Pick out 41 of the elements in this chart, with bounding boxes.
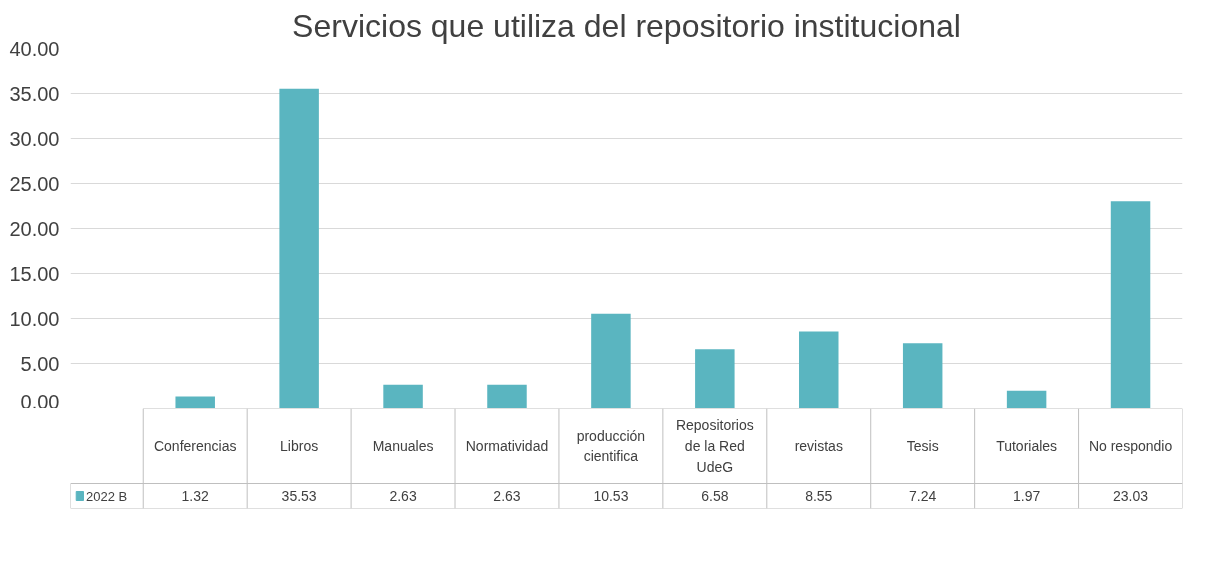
bar	[799, 331, 839, 408]
y-tick-label: 35.00	[9, 82, 60, 105]
x-tick-label: No respondio	[1088, 438, 1173, 454]
y-tick-label: 20.00	[9, 217, 60, 240]
y-tick-label: 10.00	[9, 307, 60, 330]
y-tick-label: 15.00	[9, 262, 60, 285]
y-tick-label: 25.00	[9, 172, 60, 195]
data-label: 8.55	[805, 488, 833, 504]
data-label: 1.97	[1012, 488, 1041, 504]
x-tick-label: Conferencias	[153, 438, 237, 454]
data-label: 2.63	[389, 488, 417, 504]
bar	[487, 384, 527, 408]
data-label: 7.24	[909, 488, 937, 504]
bar	[1110, 201, 1151, 408]
data-label: 23.03	[1113, 488, 1149, 504]
data-label: 1.32	[181, 488, 210, 504]
x-tick-label: producción cientifica	[576, 427, 646, 465]
data-label: 35.53	[281, 488, 317, 504]
x-tick-label: revistas	[794, 438, 843, 454]
y-tick-label: 30.00	[9, 127, 60, 150]
y-tick-label: 40.00	[9, 37, 60, 60]
y-tick-label: 5.00	[20, 352, 60, 375]
x-tick-label: Tutoriales	[996, 438, 1058, 454]
x-tick-label: Normatividad	[465, 438, 549, 454]
bar	[383, 384, 423, 408]
x-tick-label: Manuales	[372, 438, 434, 454]
x-tick-label: Libros	[280, 438, 319, 454]
data-label: 6.58	[701, 488, 729, 504]
bar	[1006, 390, 1047, 408]
bar	[902, 343, 943, 408]
legend-label: 2022 B	[86, 488, 128, 504]
y-tick-label: 0.00	[20, 390, 60, 413]
bar	[695, 349, 735, 408]
bar	[175, 396, 215, 408]
bar	[591, 313, 631, 408]
data-label: 10.53	[593, 488, 629, 504]
data-label: 2.63	[493, 488, 521, 504]
x-tick-label: Tesis	[906, 438, 939, 454]
x-tick-label: Repositorios de la Red UdeG	[675, 417, 754, 475]
bar	[279, 88, 319, 408]
chart-title: Servicios que utiliza del repositorio institucional	[292, 7, 961, 44]
